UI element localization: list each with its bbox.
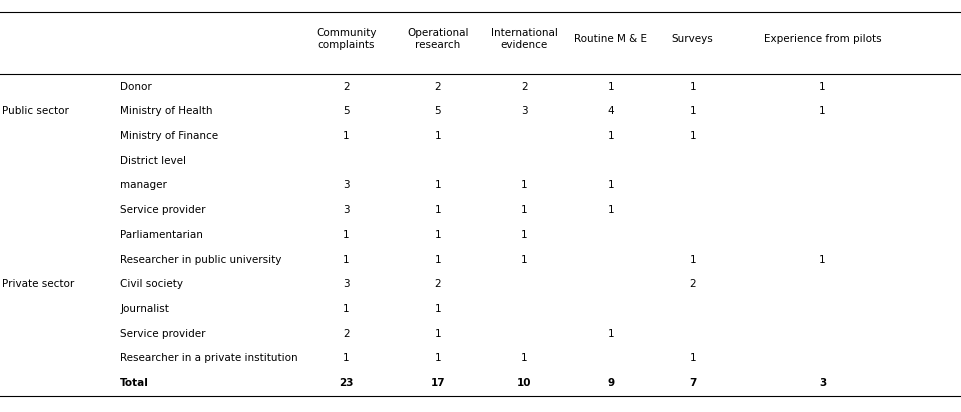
Text: 1: 1: [819, 82, 825, 91]
Text: Ministry of Finance: Ministry of Finance: [120, 131, 218, 141]
Text: 10: 10: [516, 378, 531, 388]
Text: 5: 5: [434, 106, 440, 116]
Text: Ministry of Health: Ministry of Health: [120, 106, 212, 116]
Text: Public sector: Public sector: [2, 106, 69, 116]
Text: 1: 1: [343, 353, 349, 363]
Text: Total: Total: [120, 378, 149, 388]
Text: 2: 2: [343, 82, 349, 91]
Text: Private sector: Private sector: [2, 279, 74, 289]
Text: 1: 1: [689, 255, 695, 265]
Text: District level: District level: [120, 156, 186, 166]
Text: 1: 1: [521, 180, 527, 190]
Text: 1: 1: [689, 82, 695, 91]
Text: Service provider: Service provider: [120, 329, 206, 339]
Text: 2: 2: [434, 279, 440, 289]
Text: 1: 1: [434, 255, 440, 265]
Text: International
evidence: International evidence: [490, 28, 557, 50]
Text: 1: 1: [819, 255, 825, 265]
Text: 1: 1: [521, 230, 527, 240]
Text: 17: 17: [430, 378, 445, 388]
Text: Community
complaints: Community complaints: [316, 28, 376, 50]
Text: Civil society: Civil society: [120, 279, 183, 289]
Text: 3: 3: [343, 205, 349, 215]
Text: 3: 3: [343, 180, 349, 190]
Text: Researcher in a private institution: Researcher in a private institution: [120, 353, 298, 363]
Text: 4: 4: [607, 106, 613, 116]
Text: 1: 1: [343, 230, 349, 240]
Text: manager: manager: [120, 180, 167, 190]
Text: 1: 1: [434, 205, 440, 215]
Text: 1: 1: [434, 353, 440, 363]
Text: 3: 3: [343, 279, 349, 289]
Text: 3: 3: [818, 378, 825, 388]
Text: 1: 1: [689, 106, 695, 116]
Text: 1: 1: [689, 131, 695, 141]
Text: 1: 1: [607, 180, 613, 190]
Text: 1: 1: [689, 353, 695, 363]
Text: 1: 1: [607, 205, 613, 215]
Text: 5: 5: [343, 106, 349, 116]
Text: 2: 2: [521, 82, 527, 91]
Text: 2: 2: [434, 82, 440, 91]
Text: 1: 1: [434, 329, 440, 339]
Text: 1: 1: [607, 329, 613, 339]
Text: 1: 1: [343, 304, 349, 314]
Text: Researcher in public university: Researcher in public university: [120, 255, 282, 265]
Text: 1: 1: [607, 82, 613, 91]
Text: 1: 1: [607, 131, 613, 141]
Text: 1: 1: [819, 106, 825, 116]
Text: 2: 2: [689, 279, 695, 289]
Text: Surveys: Surveys: [671, 34, 713, 44]
Text: 1: 1: [434, 304, 440, 314]
Text: 1: 1: [521, 255, 527, 265]
Text: Journalist: Journalist: [120, 304, 169, 314]
Text: 9: 9: [606, 378, 614, 388]
Text: 1: 1: [434, 131, 440, 141]
Text: 23: 23: [338, 378, 354, 388]
Text: 2: 2: [343, 329, 349, 339]
Text: 3: 3: [521, 106, 527, 116]
Text: 1: 1: [521, 353, 527, 363]
Text: 1: 1: [343, 255, 349, 265]
Text: Donor: Donor: [120, 82, 152, 91]
Text: Parliamentarian: Parliamentarian: [120, 230, 203, 240]
Text: Operational
research: Operational research: [407, 28, 468, 50]
Text: 1: 1: [343, 131, 349, 141]
Text: 7: 7: [688, 378, 696, 388]
Text: 1: 1: [434, 230, 440, 240]
Text: Service provider: Service provider: [120, 205, 206, 215]
Text: 1: 1: [521, 205, 527, 215]
Text: Experience from pilots: Experience from pilots: [763, 34, 880, 44]
Text: Routine M & E: Routine M & E: [574, 34, 647, 44]
Text: 1: 1: [434, 180, 440, 190]
